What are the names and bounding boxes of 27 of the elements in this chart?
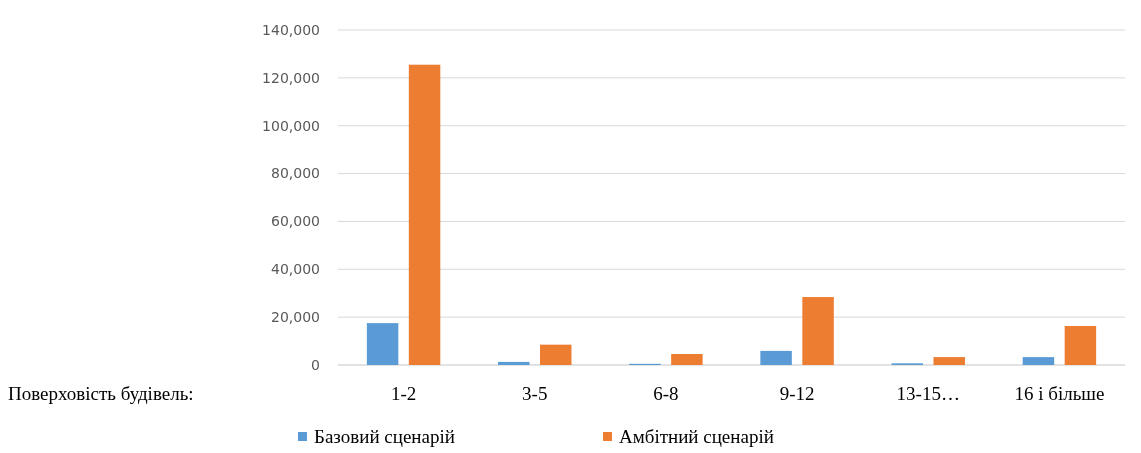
y-tick-label: 100,000 <box>262 117 320 134</box>
x-axis-title: Поверховість будівель: <box>8 383 194 404</box>
x-tick-label: 9-12 <box>779 383 815 404</box>
x-tick-label: 1-2 <box>390 383 417 404</box>
y-tick-label: 60,000 <box>271 213 320 230</box>
bar <box>1022 357 1055 365</box>
bar <box>1064 326 1097 365</box>
bar <box>498 361 530 365</box>
bar <box>802 297 834 365</box>
bar <box>366 323 399 365</box>
bar <box>671 353 703 365</box>
x-tick-label: 6-8 <box>653 383 679 404</box>
x-tick-label: 13-15… <box>896 383 960 404</box>
y-tick-label: 120,000 <box>262 69 320 86</box>
legend-label: Базовий сценарій <box>314 426 455 447</box>
bar <box>933 357 965 365</box>
y-tick-label: 0 <box>311 356 320 373</box>
x-tick-label: 3-5 <box>522 383 548 404</box>
bar <box>408 64 441 365</box>
y-tick-label: 140,000 <box>262 21 320 38</box>
bar <box>540 344 572 365</box>
y-tick-label: 40,000 <box>271 261 320 278</box>
x-tick-label: 16 і більше <box>1014 383 1105 404</box>
y-tick-label: 80,000 <box>271 165 320 182</box>
legend-label: Амбітний сценарій <box>619 426 774 447</box>
bar <box>760 350 792 365</box>
y-tick-label: 20,000 <box>271 309 320 326</box>
